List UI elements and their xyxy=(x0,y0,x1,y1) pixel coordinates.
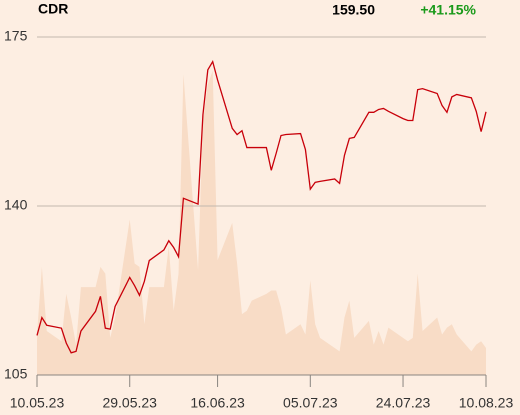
x-tick-label: 29.05.23 xyxy=(102,395,157,411)
ticker: CDR xyxy=(38,1,68,17)
change: +41.15% xyxy=(420,2,476,18)
x-tick-label: 10.08.23 xyxy=(459,395,514,411)
y-tick-label: 140 xyxy=(4,197,28,213)
x-tick-label: 10.05.23 xyxy=(10,395,65,411)
y-tick-label: 105 xyxy=(4,366,28,382)
x-tick-label: 24.07.23 xyxy=(376,395,431,411)
x-tick-label: 05.07.23 xyxy=(283,395,338,411)
last-price: 159.50 xyxy=(332,2,375,18)
y-tick-label: 175 xyxy=(4,28,28,44)
x-tick-label: 16.06.23 xyxy=(190,395,245,411)
volume-area xyxy=(37,70,486,376)
price-line xyxy=(36,59,487,354)
